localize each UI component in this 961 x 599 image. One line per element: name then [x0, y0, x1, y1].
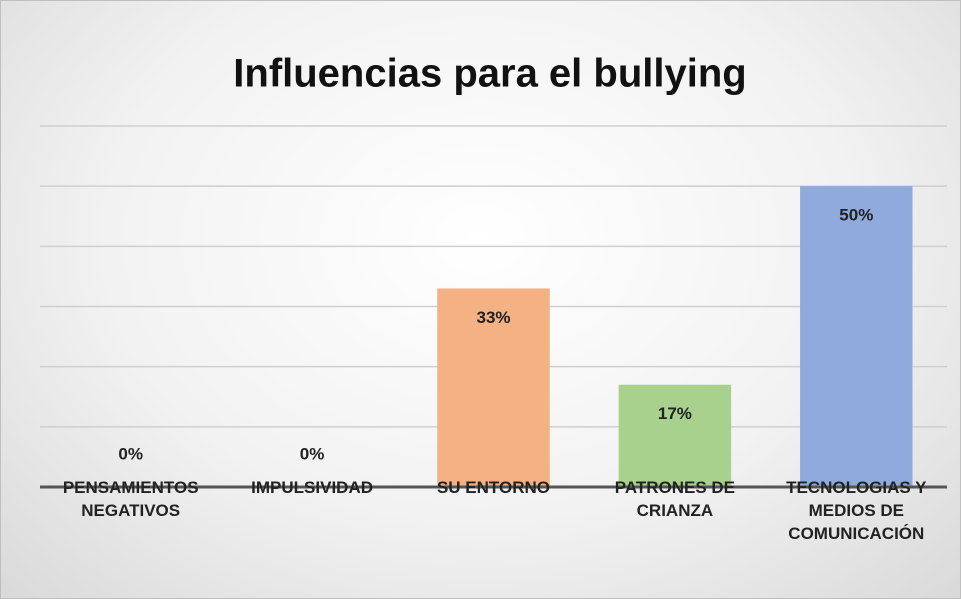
data-label: 0% — [118, 444, 143, 463]
x-tick-label: SU ENTORNO — [436, 478, 551, 497]
chart-title: Influencias para el bullying — [233, 52, 746, 96]
data-label: 50% — [839, 206, 873, 225]
x-tick-label: PENSAMIENTOS NEGATIVOS — [62, 478, 199, 520]
x-tick-label: PATRONES DE CRIANZA — [614, 478, 736, 520]
data-label: 33% — [476, 308, 510, 327]
x-tick-label: TECNOLOGIAS Y MEDIOS DE COMUNICACIÓN — [786, 478, 927, 543]
data-label: 17% — [658, 404, 692, 423]
x-tick-label: IMPULSIVIDAD — [251, 478, 374, 497]
data-label: 0% — [300, 444, 325, 463]
bar — [800, 186, 913, 487]
bar — [618, 384, 732, 487]
bar — [437, 288, 550, 487]
